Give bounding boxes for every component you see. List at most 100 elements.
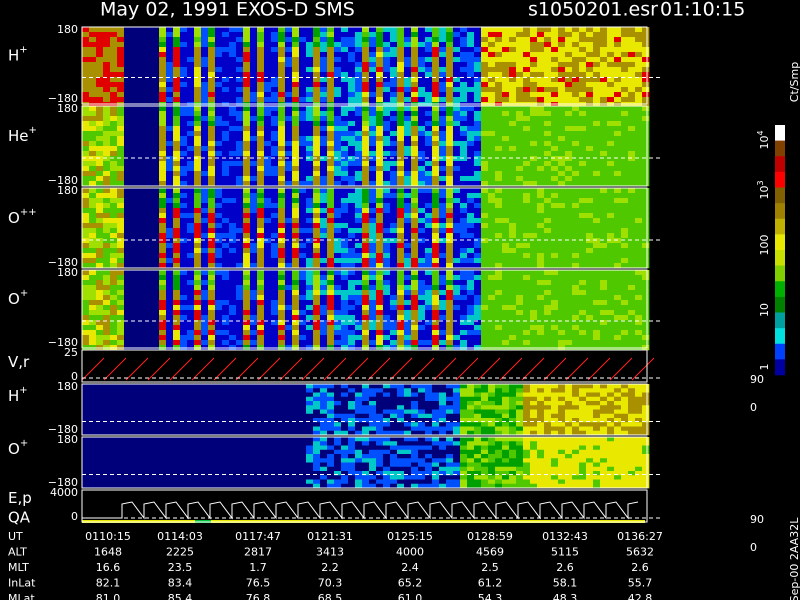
spectrogram-cell	[222, 116, 230, 122]
spectrogram-cell	[103, 82, 111, 88]
spectrogram-cell	[383, 208, 391, 214]
spectrogram-cell	[446, 37, 454, 43]
spectrogram-cell	[201, 285, 209, 291]
spectrogram-cell	[355, 27, 363, 33]
spectrogram-cell	[159, 193, 167, 199]
spectrogram-cell	[397, 87, 405, 93]
spectrogram-cell	[432, 315, 440, 321]
spectrogram-cell	[278, 305, 286, 311]
spectrogram-cell	[460, 295, 468, 301]
spectrogram-cell	[299, 87, 307, 93]
spectrogram-cell	[425, 238, 433, 244]
spectrogram-cell	[418, 176, 426, 182]
spectrogram-cell	[411, 320, 419, 326]
spectrogram-cell	[481, 213, 489, 219]
spectrogram-cell	[509, 198, 517, 204]
spectrogram-cell	[600, 52, 608, 58]
spectrogram-cell	[285, 72, 293, 78]
spectrogram-cell	[250, 290, 258, 296]
spectrogram-cell	[607, 233, 615, 239]
spectrogram-cell	[390, 198, 398, 204]
spectrogram-cell	[292, 57, 300, 63]
spectrogram-cell	[544, 141, 552, 147]
spectrogram-cell	[334, 198, 342, 204]
spectrogram-cell	[285, 181, 293, 187]
spectrogram-cell	[138, 295, 146, 301]
spectrogram-cell	[579, 151, 587, 157]
spectrogram-cell	[488, 193, 496, 199]
spectrogram-cell	[264, 248, 272, 254]
spectrogram-cell	[145, 188, 153, 194]
spectrogram-cell	[348, 270, 356, 276]
spectrogram-cell	[306, 280, 314, 286]
spectrogram-cell	[334, 270, 342, 276]
spectrogram-cell	[383, 223, 391, 229]
spectrogram-cell	[215, 72, 223, 78]
spectrogram-cell	[614, 176, 622, 182]
spectrogram-cell	[222, 213, 230, 219]
spectrogram-cell	[383, 92, 391, 98]
spectrogram-cell	[404, 285, 412, 291]
spectrogram-cell	[166, 270, 174, 276]
spectrogram-cell	[117, 161, 125, 167]
spectrogram-cell	[516, 340, 524, 346]
spectrogram-cell	[264, 27, 272, 33]
spectrogram-cell	[383, 300, 391, 306]
spectrogram-cell	[341, 285, 349, 291]
panel: O++180−180	[8, 184, 660, 269]
spectrogram-cell	[222, 295, 230, 301]
spectrogram-cell	[152, 126, 160, 132]
spectrogram-cell	[292, 166, 300, 172]
spectrogram-cell	[572, 181, 580, 187]
spectrogram-cell	[299, 32, 307, 38]
spectrogram-cell	[509, 253, 517, 259]
spectrogram-cell	[537, 253, 545, 259]
spectrogram-cell	[397, 116, 405, 122]
spectrogram-cell	[481, 310, 489, 316]
spectrogram-cell	[271, 82, 279, 88]
spectrogram-cell	[320, 315, 328, 321]
spectrogram-cell	[320, 258, 328, 264]
spectrogram-cell	[201, 166, 209, 172]
spectrogram-cell	[194, 263, 202, 269]
spectrogram-cell	[558, 253, 566, 259]
spectrogram-cell	[278, 228, 286, 234]
spectrogram-cell	[243, 280, 251, 286]
spectrogram-cell	[418, 193, 426, 199]
spectrogram-cell	[187, 27, 195, 33]
spectrogram-cell	[180, 102, 188, 108]
spectrogram-cell	[432, 131, 440, 137]
spectrogram-cell	[614, 77, 622, 83]
spectrogram-cell	[474, 67, 482, 73]
spectrogram-cell	[236, 310, 244, 316]
spectrogram-cell	[397, 121, 405, 127]
spectrogram-cell	[544, 238, 552, 244]
spectrogram-cell	[236, 258, 244, 264]
spectrogram-cell	[117, 208, 125, 214]
spectrogram-cell	[341, 141, 349, 147]
spectrogram-cell	[432, 325, 440, 331]
spectrogram-cell	[201, 223, 209, 229]
spectrogram-cell	[488, 97, 496, 103]
spectrogram-cell	[565, 166, 573, 172]
spectrogram-cell	[110, 295, 118, 301]
spectrogram-cell	[537, 335, 545, 341]
spectrogram-cell	[278, 223, 286, 229]
spectrogram-cell	[614, 198, 622, 204]
spectrogram-cell	[390, 106, 398, 112]
spectrogram-cell	[383, 320, 391, 326]
spectrogram-cell	[425, 87, 433, 93]
spectrogram-cell	[96, 77, 104, 83]
spectrogram-cell	[243, 248, 251, 254]
spectrogram-cell	[495, 223, 503, 229]
spectrogram-cell	[145, 198, 153, 204]
spectrogram-cell	[474, 166, 482, 172]
spectrogram-cell	[488, 270, 496, 276]
spectrogram-cell	[628, 82, 636, 88]
spectrogram-cell	[292, 270, 300, 276]
spectrogram-cell	[516, 62, 524, 68]
spectrogram-cell	[383, 213, 391, 219]
spectrogram-cell	[376, 92, 384, 98]
spectrogram-cell	[271, 233, 279, 239]
spectrogram-cell	[607, 57, 615, 63]
